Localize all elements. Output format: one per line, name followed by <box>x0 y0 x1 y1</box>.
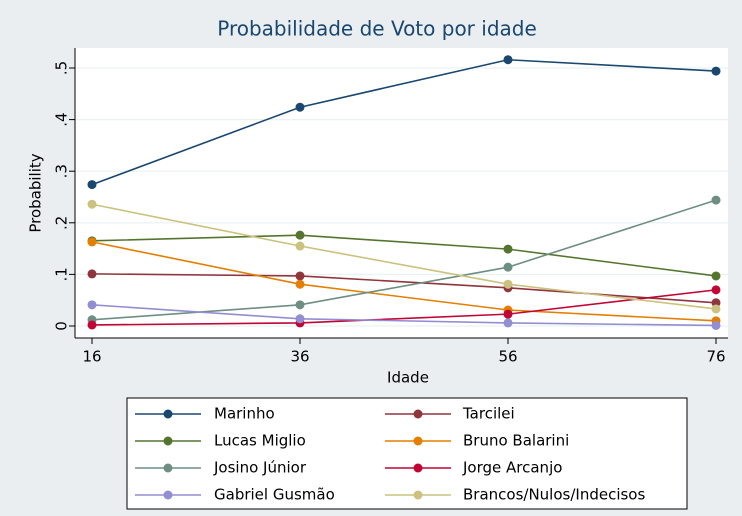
plot-area <box>75 48 728 338</box>
point <box>87 300 97 310</box>
point <box>503 244 513 254</box>
point <box>711 320 721 330</box>
legend-marker <box>163 436 173 446</box>
series-line <box>91 203 717 310</box>
y-axis-label: Probability <box>27 153 45 232</box>
legend-label: Marinho <box>214 405 275 423</box>
point <box>503 262 513 272</box>
legend-label: Brancos/Nulos/Indecisos <box>463 486 645 504</box>
point <box>295 271 305 281</box>
y-tick-label: .5 <box>53 61 71 75</box>
legend-label: Jorge Arcanjo <box>462 459 562 477</box>
legend-label: Gabriel Gusmão <box>214 486 335 504</box>
point <box>503 279 513 289</box>
point <box>87 180 97 190</box>
legend-marker <box>413 409 423 419</box>
point <box>87 269 97 279</box>
point <box>295 102 305 112</box>
x-tick-label: 16 <box>82 348 101 366</box>
x-tick-label: 36 <box>290 348 309 366</box>
point <box>295 300 305 310</box>
point <box>87 237 97 247</box>
point <box>711 271 721 281</box>
y-tick-label: .2 <box>53 216 71 230</box>
series-line <box>91 58 717 186</box>
series-line <box>91 273 717 304</box>
x-tick-label: 56 <box>498 348 517 366</box>
legend-marker <box>413 490 423 500</box>
legend-label: Josino Júnior <box>213 459 307 477</box>
legend-marker <box>163 490 173 500</box>
x-axis-label: Idade <box>387 369 429 387</box>
legend-label: Lucas Miglio <box>214 432 306 450</box>
point <box>711 304 721 314</box>
series-line <box>91 289 717 326</box>
point <box>711 285 721 295</box>
point <box>503 55 513 65</box>
series-line <box>91 234 717 277</box>
legend-marker <box>163 409 173 419</box>
point <box>711 298 721 308</box>
series-line <box>91 241 717 322</box>
point <box>295 241 305 251</box>
y-tick-label: .1 <box>53 267 71 281</box>
point <box>295 314 305 324</box>
point <box>503 318 513 328</box>
point <box>87 199 97 209</box>
legend-marker <box>163 463 173 473</box>
point <box>711 66 721 76</box>
chart-title: Probabilidade de Voto por idade <box>217 17 537 41</box>
legend-marker <box>413 436 423 446</box>
point <box>295 230 305 240</box>
point <box>711 195 721 205</box>
legend-box <box>126 397 688 510</box>
y-tick-label: .4 <box>53 112 71 126</box>
legend-label: Bruno Balarini <box>463 432 569 450</box>
x-tick-label: 76 <box>706 348 725 366</box>
point <box>503 309 513 319</box>
y-tick-label: .3 <box>53 164 71 178</box>
point <box>87 320 97 330</box>
point <box>295 279 305 289</box>
series-line <box>91 304 717 327</box>
legend-marker <box>413 463 423 473</box>
y-tick-label: 0 <box>53 321 71 331</box>
legend-label: Tarcilei <box>462 405 515 423</box>
